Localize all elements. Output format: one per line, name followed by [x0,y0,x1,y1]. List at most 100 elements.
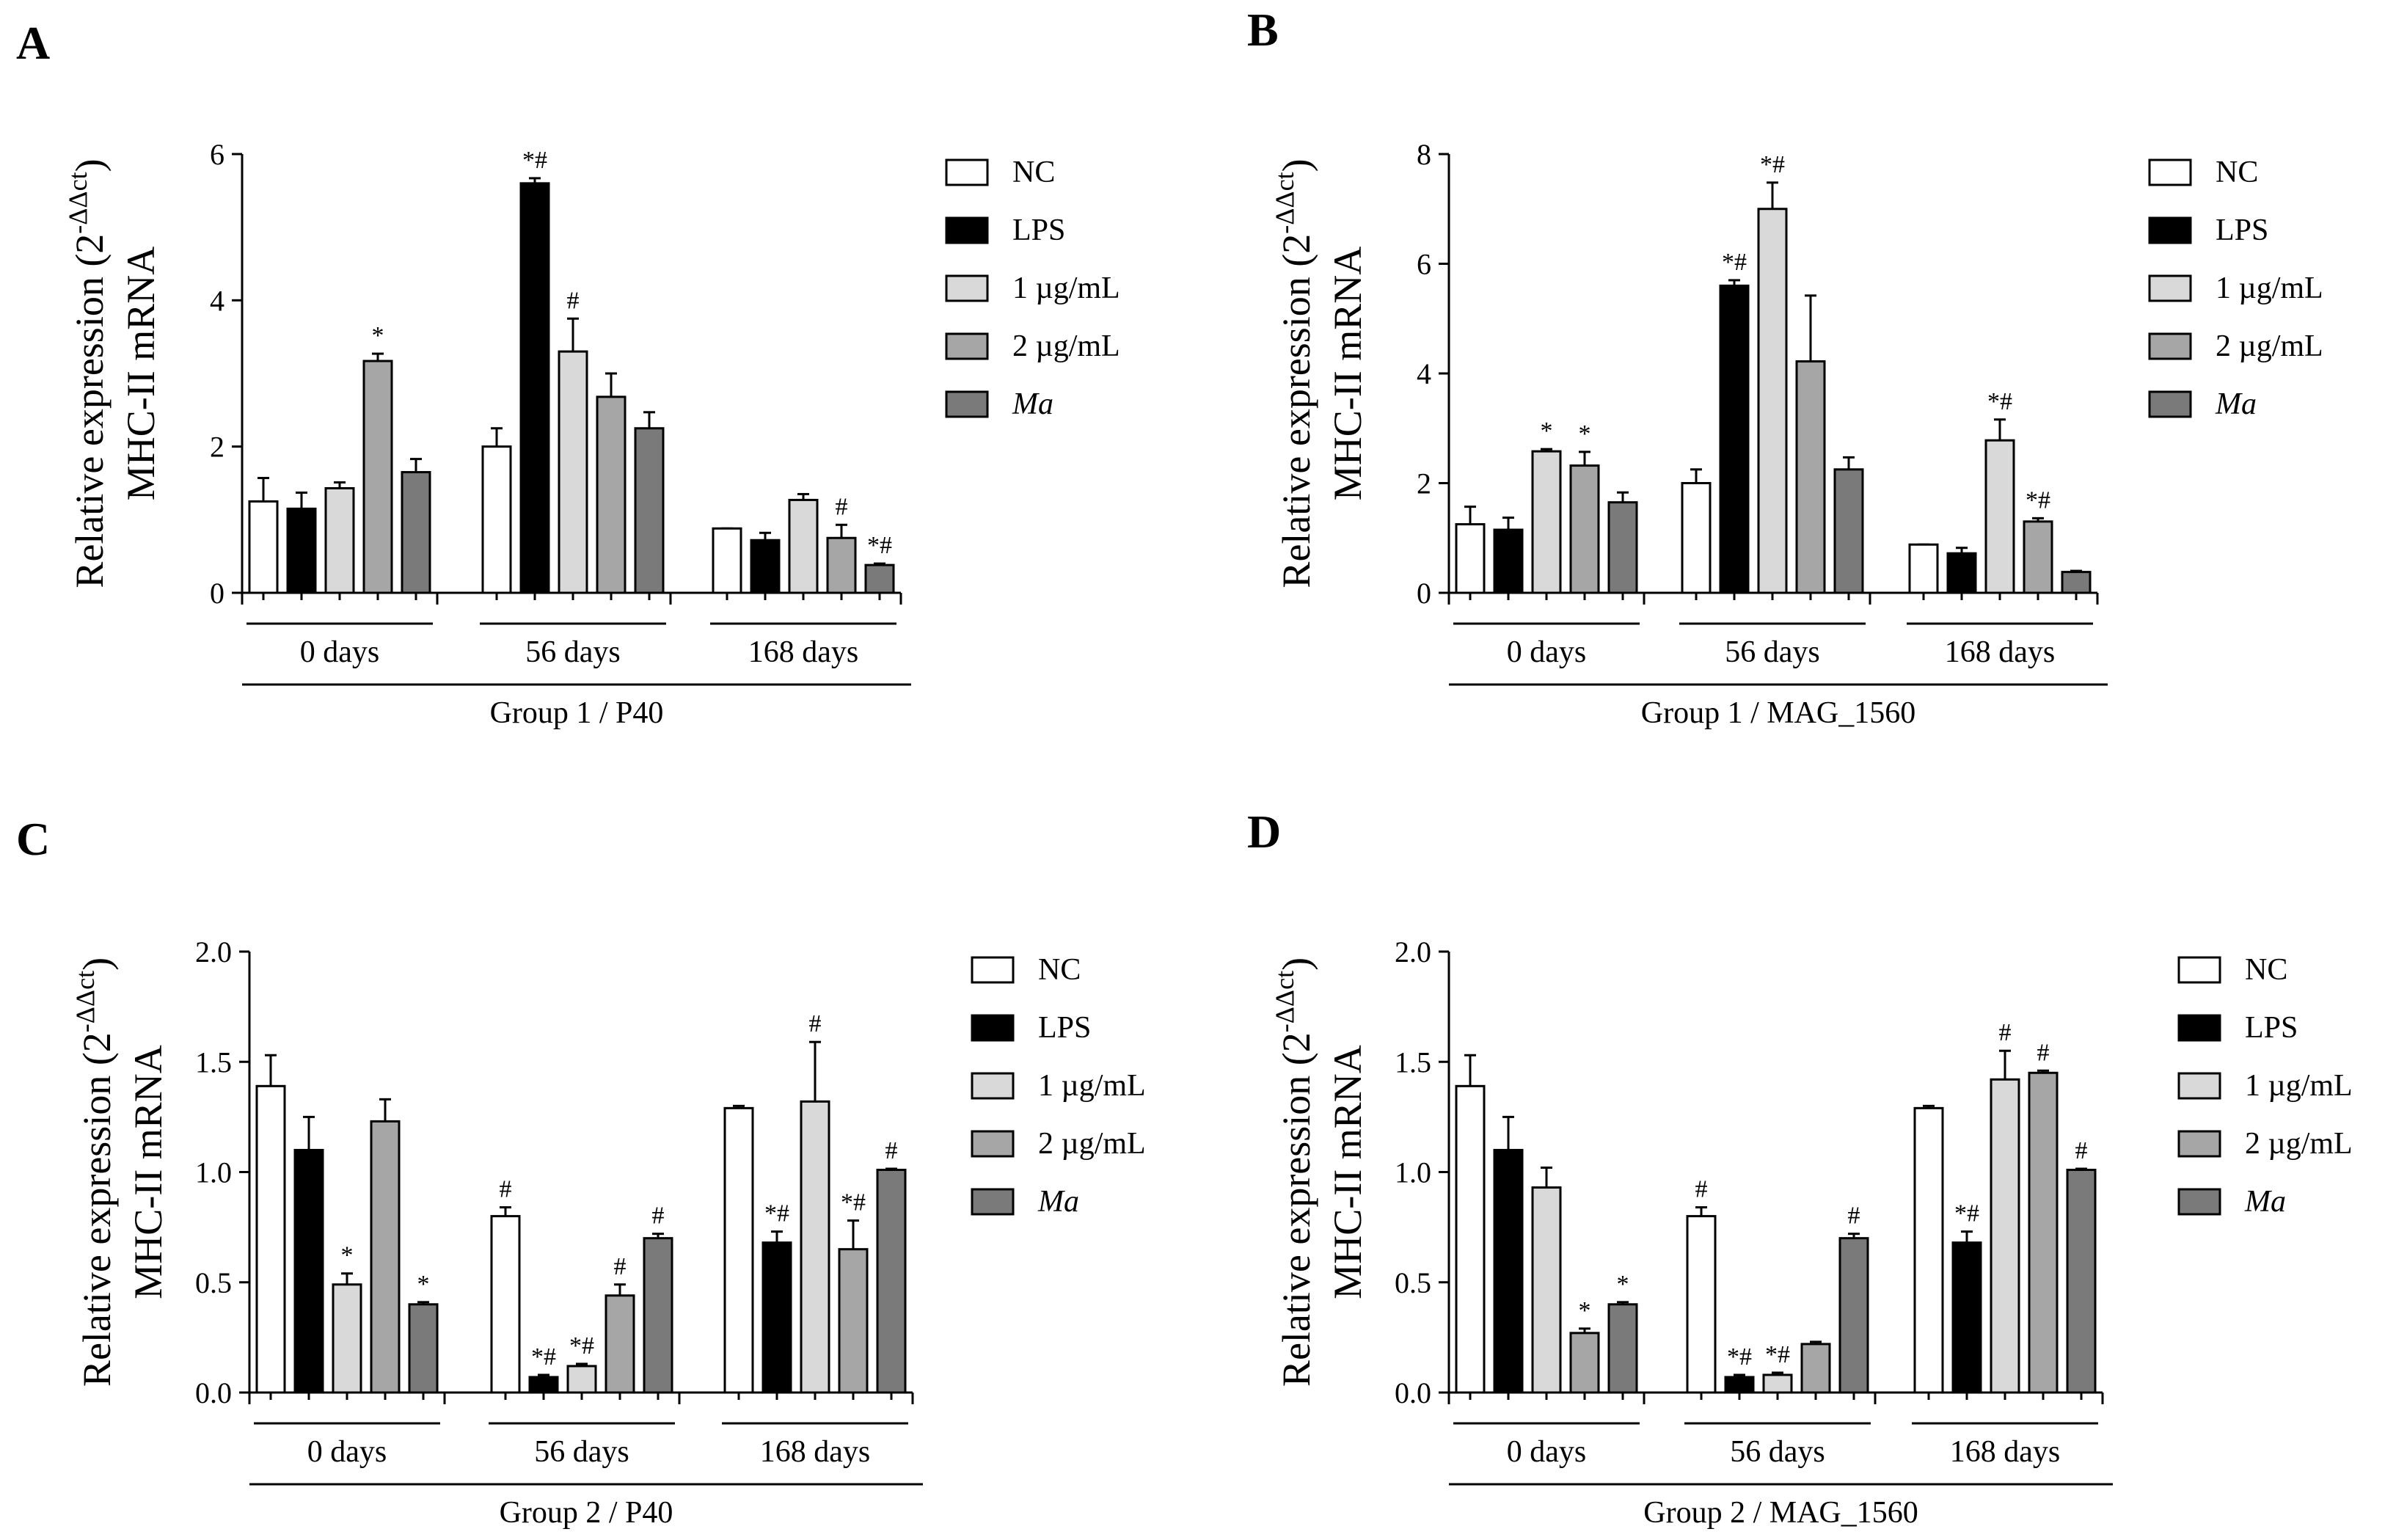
bar [1762,1373,1793,1394]
significance-label: # [2037,1039,2050,1066]
legend-label: NC [2245,953,2287,987]
legend-swatch [2148,274,2192,302]
legend-label: 1 µg/mL [2245,1069,2353,1103]
chart-panel-a: A 0 2 4 6 Relative expression (2-ΔΔct)MHC-II … [16,17,1120,730]
bar [1984,439,2015,594]
category-label: 56 days [1730,1435,1825,1469]
legend-swatch [2148,216,2192,244]
significance-label: # [567,287,580,314]
significance-label: # [1848,1203,1860,1230]
y-tick-label: 6 [210,138,224,171]
significance-label: * [1617,1271,1629,1298]
bar [1607,1303,1638,1394]
panel-letter: A [16,17,50,69]
bar [876,1168,907,1394]
bar [1833,468,1864,594]
bar [286,507,317,594]
bar [1757,208,1788,594]
legend-swatch [945,390,989,418]
y-tick-label: 0.0 [1395,1376,1431,1409]
legend-label: Ma [1037,1185,1079,1219]
bar [362,360,393,594]
category-label: 0 days [1507,1435,1587,1469]
legend-label: LPS [1038,1011,1091,1045]
category-label: 0 days [1507,635,1587,669]
panel-letter: C [16,813,50,865]
bar [643,1237,673,1394]
y-tick-label: 0.0 [195,1376,232,1409]
bar [332,1283,362,1394]
bar [1607,501,1638,594]
bar [1455,1084,1486,1394]
significance-label: *# [1727,1343,1752,1371]
category-label: 56 days [534,1435,629,1469]
bar [408,1303,439,1394]
bar [1455,523,1486,594]
legend-label: 1 µg/mL [1038,1069,1146,1103]
y-tick-label: 4 [210,284,224,317]
y-axis-label-line2: MHC-II mRNA [126,1045,170,1299]
y-axis-label: Relative expression (2-ΔΔct) [63,158,112,588]
legend-label: Ma [1012,387,1053,421]
significance-label: *# [867,532,892,559]
bar [826,536,857,594]
bar [1719,284,1750,594]
bar [2023,520,2053,594]
y-tick-label: 2 [1417,467,1431,500]
bar [712,527,742,594]
significance-label: # [500,1176,512,1203]
bar [1531,1186,1562,1394]
significance-label: *# [1765,1341,1790,1368]
chart-panel-d: D 0.0 0.5 1.0 1.5 2.0 Relative expression (2-Δ… [1247,806,2353,1530]
bar [1908,543,1939,594]
legend-label: NC [2216,156,2258,189]
bar [1686,1215,1717,1394]
significance-label: *# [1722,249,1747,276]
legend-swatch [2148,390,2192,418]
legend-swatch [945,158,989,186]
significance-label: # [614,1253,627,1280]
bar [1569,1332,1600,1394]
bar [370,1120,401,1394]
bar [800,1100,830,1394]
significance-label: * [1579,1297,1591,1324]
bar [761,1241,792,1394]
legend-label: 2 µg/mL [1038,1127,1146,1161]
category-label: 0 days [300,635,380,669]
y-tick-label: 1.0 [1395,1156,1431,1189]
bar [788,498,819,594]
legend-swatch [945,274,989,302]
y-axis-label: Relative expression (2-ΔΔct) [70,957,119,1387]
legend-swatch [971,1188,1015,1216]
legend-label: LPS [1012,214,1065,247]
bar [1681,482,1712,594]
legend-swatch [945,332,989,360]
significance-label: # [885,1137,898,1164]
category-label: 56 days [525,635,621,669]
panel-letter: D [1247,806,1281,858]
bar [528,1376,559,1394]
significance-label: *# [1954,1200,1979,1227]
y-tick-label: 0.5 [195,1266,232,1299]
y-tick-label: 1.0 [195,1156,232,1189]
bar [481,445,512,594]
legend-swatch [971,1072,1015,1100]
bar [1795,360,1826,594]
legend-label: 2 µg/mL [2216,329,2323,363]
legend-swatch [2148,332,2192,360]
bar [750,539,781,594]
category-label: 168 days [1945,635,2056,669]
y-axis-label: Relative expression (2-ΔΔct) [1270,957,1318,1387]
significance-label: # [2075,1137,2088,1164]
legend-swatch [971,1130,1015,1158]
significance-label: * [1541,417,1553,445]
legend-swatch [971,956,1015,984]
significance-label: *# [841,1189,866,1216]
bar [1913,1106,1944,1394]
legend-label: Ma [2215,387,2257,421]
bar [255,1084,286,1394]
y-axis-label-line2: MHC-II mRNA [1326,1045,1370,1299]
y-tick-label: 8 [1417,138,1431,171]
bar [293,1148,324,1394]
